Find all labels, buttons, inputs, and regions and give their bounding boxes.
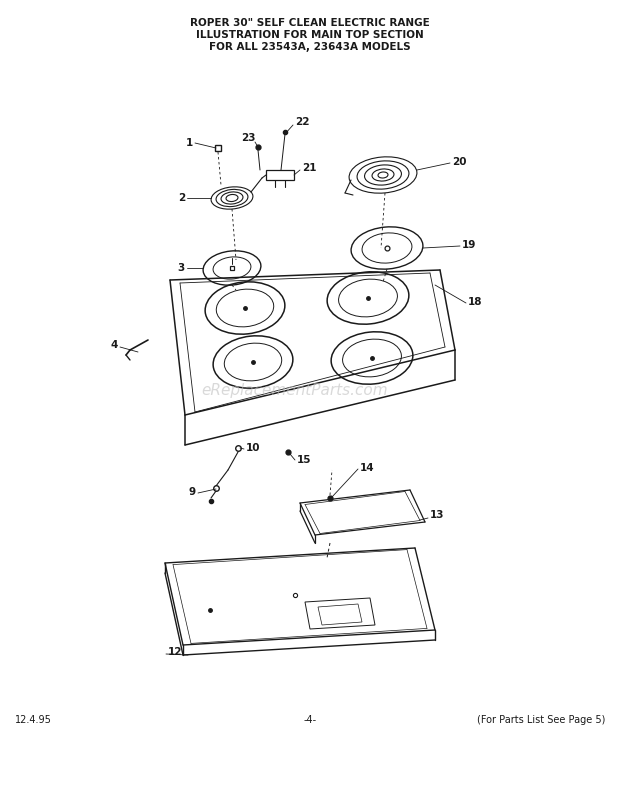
- Text: FOR ALL 23543A, 23643A MODELS: FOR ALL 23543A, 23643A MODELS: [209, 42, 411, 52]
- Text: 12.4.95: 12.4.95: [15, 715, 52, 725]
- Text: 18: 18: [468, 297, 482, 307]
- Text: 9: 9: [189, 487, 196, 497]
- Text: 14: 14: [360, 463, 374, 473]
- Text: 4: 4: [110, 340, 118, 350]
- Text: 22: 22: [295, 117, 309, 127]
- Text: 23: 23: [241, 133, 255, 143]
- Text: 19: 19: [462, 240, 476, 250]
- Text: (For Parts List See Page 5): (For Parts List See Page 5): [477, 715, 605, 725]
- Text: 12: 12: [168, 647, 182, 657]
- Text: -4-: -4-: [303, 715, 317, 725]
- Text: ILLUSTRATION FOR MAIN TOP SECTION: ILLUSTRATION FOR MAIN TOP SECTION: [196, 30, 424, 40]
- Text: ROPER 30" SELF CLEAN ELECTRIC RANGE: ROPER 30" SELF CLEAN ELECTRIC RANGE: [190, 18, 430, 28]
- Text: 20: 20: [452, 157, 466, 167]
- Text: 21: 21: [302, 163, 316, 173]
- Text: eReplacementParts.com: eReplacementParts.com: [202, 382, 388, 397]
- Text: 3: 3: [178, 263, 185, 273]
- Bar: [266, 170, 294, 180]
- Text: 1: 1: [186, 138, 193, 148]
- Text: 13: 13: [430, 510, 445, 520]
- Text: 15: 15: [297, 455, 311, 465]
- Text: 2: 2: [178, 193, 185, 203]
- Text: 10: 10: [246, 443, 260, 453]
